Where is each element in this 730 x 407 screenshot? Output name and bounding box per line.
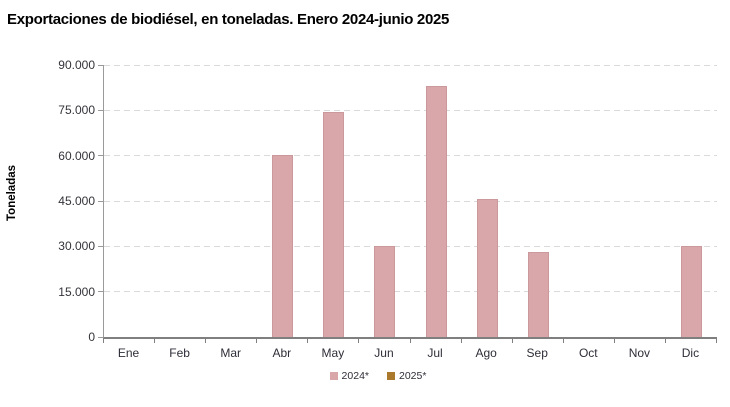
- x-axis-tick: [664, 338, 666, 343]
- x-axis-label: Abr: [272, 346, 292, 360]
- x-axis-tick: [358, 338, 360, 343]
- legend-item: 2025*: [387, 370, 426, 382]
- y-axis-tick: [98, 336, 103, 338]
- x-axis-label: Mar: [220, 346, 242, 360]
- gridline: [104, 155, 717, 157]
- x-axis-tick: [103, 338, 104, 343]
- x-axis-tick: [154, 338, 156, 343]
- bar-2024-jun: [374, 245, 396, 337]
- y-axis-tick-label: 0: [88, 330, 95, 344]
- legend-label: 2025*: [399, 370, 427, 382]
- y-axis-tick-label: 90.000: [58, 58, 95, 72]
- legend-swatch: [329, 372, 338, 380]
- x-axis-label: Ene: [117, 346, 140, 360]
- chart-title: Exportaciones de biodiésel, en toneladas…: [7, 11, 450, 28]
- y-axis-tick: [98, 155, 103, 157]
- gridline: [104, 64, 717, 66]
- legend-label: 2024*: [341, 370, 369, 382]
- gridline: [104, 291, 717, 293]
- bar-2024-jul: [425, 86, 447, 337]
- y-axis-tick-label: 15.000: [58, 284, 95, 299]
- x-axis-label: Dic: [681, 346, 700, 360]
- plot-area: [103, 64, 717, 339]
- x-axis-label: Ago: [475, 346, 497, 360]
- x-axis-tick: [307, 338, 309, 343]
- x-axis-label: Feb: [169, 346, 190, 360]
- x-axis-tick: [460, 338, 462, 343]
- y-axis-tick: [98, 200, 103, 202]
- bar-2024-abr: [272, 154, 294, 337]
- x-axis-tick: [562, 338, 564, 343]
- y-axis-tick: [98, 245, 103, 247]
- x-axis-label: Jun: [374, 346, 394, 360]
- x-axis-tick: [205, 338, 207, 343]
- bar-2024-may: [323, 112, 345, 337]
- y-axis-tick: [98, 64, 103, 66]
- x-axis-label: Jul: [427, 346, 443, 360]
- x-axis-tick: [613, 338, 615, 343]
- y-axis-tick-label: 45.000: [58, 194, 95, 208]
- legend: 2024* 2025*: [0, 370, 730, 382]
- bar-2024-sep: [527, 252, 549, 337]
- y-axis-tick: [98, 109, 103, 111]
- gridline: [104, 245, 717, 247]
- x-axis-label: Sep: [526, 346, 548, 360]
- y-axis-tick-label: 75.000: [58, 103, 95, 118]
- y-axis-tick-label: 60.000: [58, 148, 95, 163]
- legend-item: 2024*: [329, 370, 369, 382]
- x-axis-label: Nov: [628, 346, 651, 360]
- x-axis-tick: [716, 338, 717, 343]
- legend-swatch: [387, 372, 395, 380]
- y-axis-tick: [98, 291, 103, 293]
- gridline: [104, 109, 717, 111]
- y-axis-tick-label: 30.000: [58, 239, 95, 254]
- x-axis-label: May: [321, 346, 345, 360]
- bar-2024-dic: [680, 246, 702, 337]
- x-axis-label: Oct: [578, 346, 598, 360]
- gridline: [104, 200, 717, 202]
- x-axis-tick: [511, 338, 513, 343]
- x-axis-tick: [256, 338, 258, 343]
- x-axis-tick: [409, 338, 411, 343]
- y-axis-title: Toneladas: [6, 164, 18, 222]
- bar-2024-ago: [476, 198, 498, 337]
